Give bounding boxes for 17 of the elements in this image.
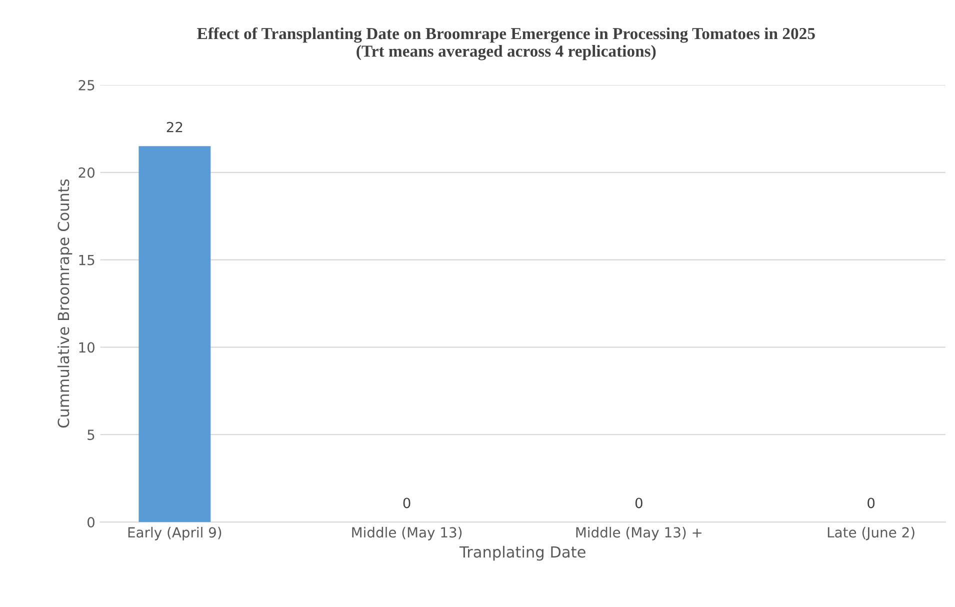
y-axis-title: Cummulative Broomrape Counts [57,179,72,428]
chart-title: Effect of Transplanting Date on Broomrape Emergence in Processing Tomatoes in 2025 (Trt means averaged across 4 replications) [197,27,815,60]
data-label: 22 [166,122,182,132]
data-label: 0 [635,498,642,508]
data-label: 0 [868,498,875,508]
y-tick-label: 25 [78,80,94,90]
y-tick-label: 20 [78,167,94,178]
y-tick-label: 10 [79,342,94,353]
x-axis-title: Tranplating Date [459,546,586,561]
y-tick-label: 0 [87,516,94,528]
y-tick-label: 15 [79,254,94,266]
data-label: 0 [403,498,410,508]
x-tick-label: Late (June 2) [828,526,914,540]
y-tick-label: 5 [88,430,94,440]
x-tick-label: Early (April 9) [128,526,222,540]
x-tick-label: Middle (May 13) [352,526,462,540]
x-tick-label: Middle (May 13) + [576,526,702,540]
